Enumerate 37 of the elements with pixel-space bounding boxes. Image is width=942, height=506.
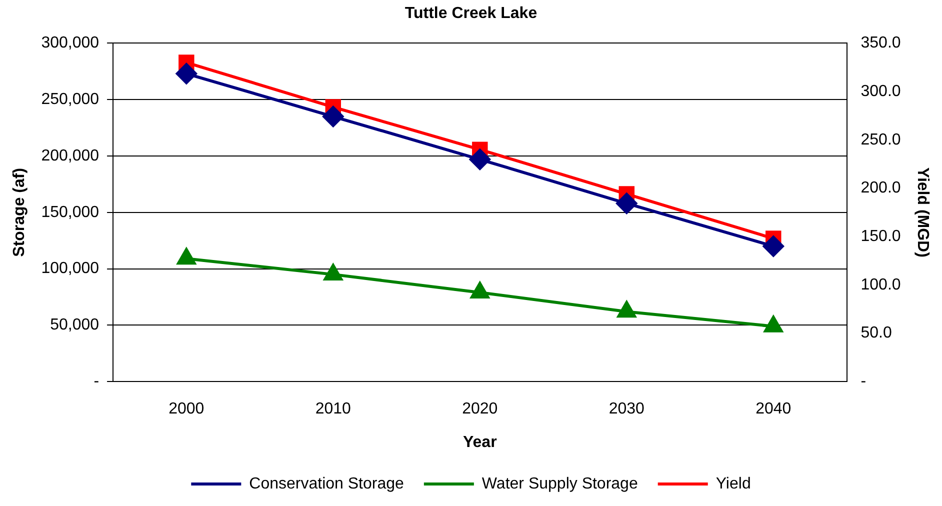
- legend-label: Water Supply Storage: [482, 475, 638, 492]
- legend-label: Conservation Storage: [249, 475, 404, 492]
- y-tick-label: 50,000: [50, 316, 100, 334]
- chart-title: Tuttle Creek Lake: [404, 5, 538, 22]
- point: [617, 301, 636, 318]
- x-tick-label: 2000: [168, 400, 204, 418]
- point: [616, 192, 638, 214]
- y-tick-label: 200,000: [41, 147, 100, 164]
- y-tick-label: 250,000: [41, 91, 100, 108]
- x-tick-label: 2020: [462, 400, 498, 418]
- y-tick-label: 150,000: [41, 204, 100, 221]
- point: [470, 282, 490, 298]
- x-tick-label: 2030: [608, 400, 645, 418]
- x-tick-label: 2010: [315, 400, 352, 418]
- y2-tick-label: 250.0: [860, 131, 901, 148]
- point: [176, 63, 197, 84]
- y2-tick-label: 300.0: [860, 82, 901, 100]
- y2-tick-label: 350.0: [860, 34, 901, 52]
- point: [177, 248, 196, 265]
- y2-tick-label: 50.0: [860, 324, 892, 342]
- y2-tick-label: 150.0: [860, 228, 901, 245]
- point: [762, 236, 784, 257]
- y-tick-label: -: [94, 373, 100, 390]
- x-axis-title: Year: [462, 434, 497, 451]
- y2-axis-title: Yield (MGD): [914, 167, 931, 258]
- point: [764, 316, 783, 332]
- y2-tick-label: -: [860, 373, 866, 390]
- point: [322, 106, 344, 128]
- x-tick-label: 2040: [756, 400, 792, 418]
- y-tick-label: 300,000: [41, 34, 100, 52]
- y2-tick-label: 100.0: [860, 276, 901, 294]
- y-tick-label: 100,000: [41, 260, 100, 278]
- point: [469, 148, 490, 170]
- legend-label: Yield: [716, 475, 751, 492]
- y-axis-title: Storage (af): [11, 168, 28, 257]
- y2-tick-label: 200.0: [860, 180, 901, 197]
- point: [324, 264, 342, 280]
